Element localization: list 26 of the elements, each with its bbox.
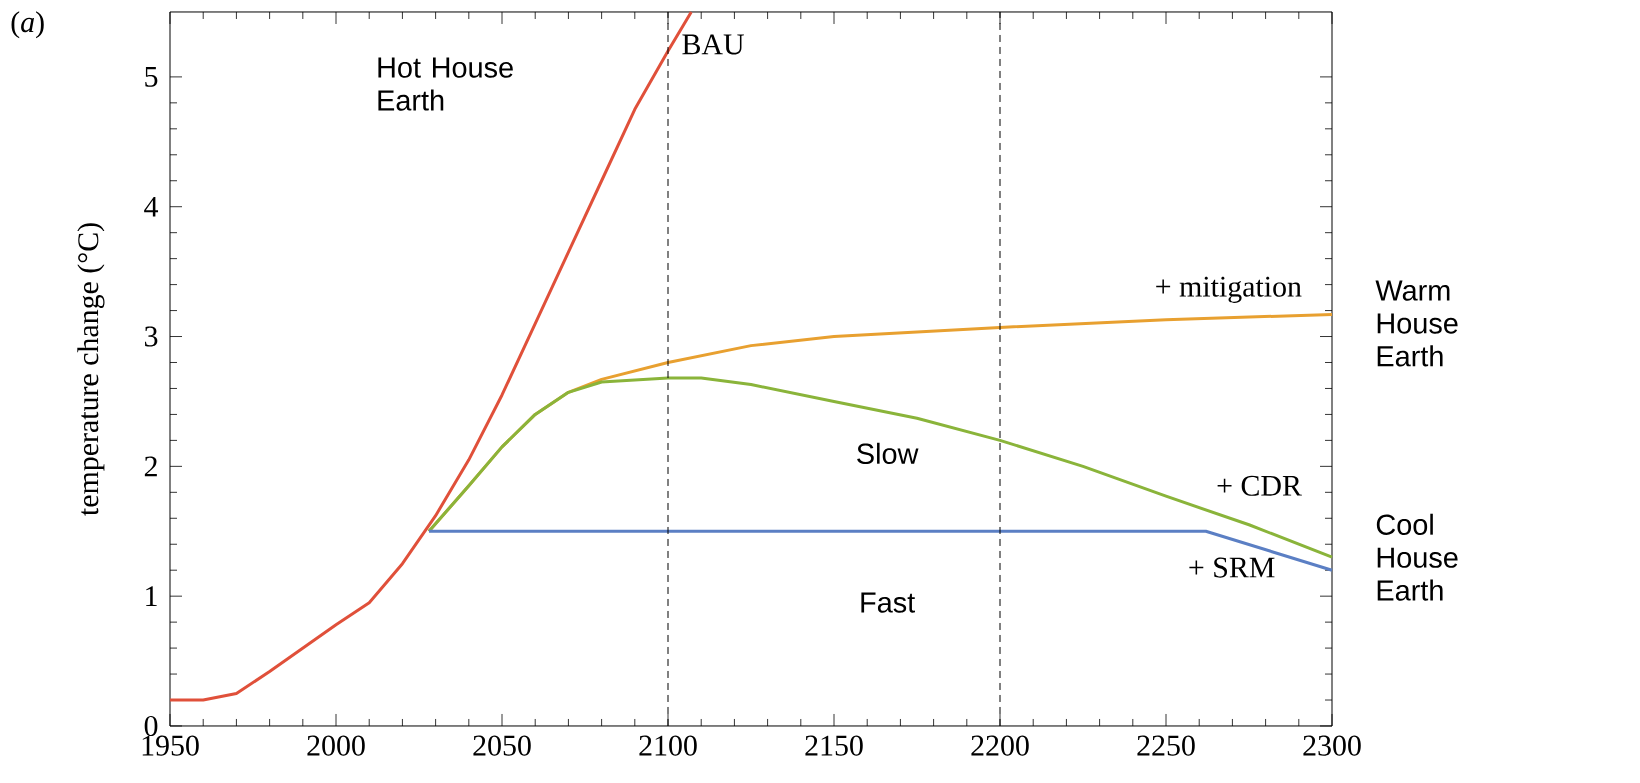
y-tick-label: 4 (144, 196, 159, 217)
y-axis-title: temperature change (°C) (77, 223, 105, 516)
x-tick-label: 2300 (1303, 735, 1361, 756)
text: Warm House Earth (1375, 280, 1458, 367)
annotation: Hot House Earth (378, 57, 513, 111)
x-tick-label: 2100 (639, 735, 697, 756)
x-tick-label: 2150 (805, 735, 863, 756)
x-tick-label: 1950 (142, 735, 199, 756)
x-tick-label: 2000 (307, 735, 365, 756)
y-tick-label: 1 (146, 586, 157, 607)
x-tick-label: 2250 (1137, 735, 1195, 756)
series-label: + CDR (1217, 475, 1302, 496)
annotation: Slow (857, 442, 919, 464)
series-label: BAU (682, 34, 744, 55)
series-label: + SRM (1189, 557, 1275, 578)
y-tick-label: 3 (144, 326, 158, 347)
series-label: + mitigation (1156, 276, 1302, 303)
annotation: Fast (861, 592, 916, 613)
x-tick-label: 2050 (473, 735, 531, 756)
text: Cool House Earth (1376, 513, 1458, 601)
y-tick-label: 5 (145, 66, 158, 87)
y-tick-label: 0 (144, 715, 158, 737)
y-tick-label: 2 (144, 456, 157, 477)
x-tick-label: 2200 (971, 735, 1029, 756)
line-series (427, 376, 1334, 559)
text: (a) (11, 11, 44, 39)
